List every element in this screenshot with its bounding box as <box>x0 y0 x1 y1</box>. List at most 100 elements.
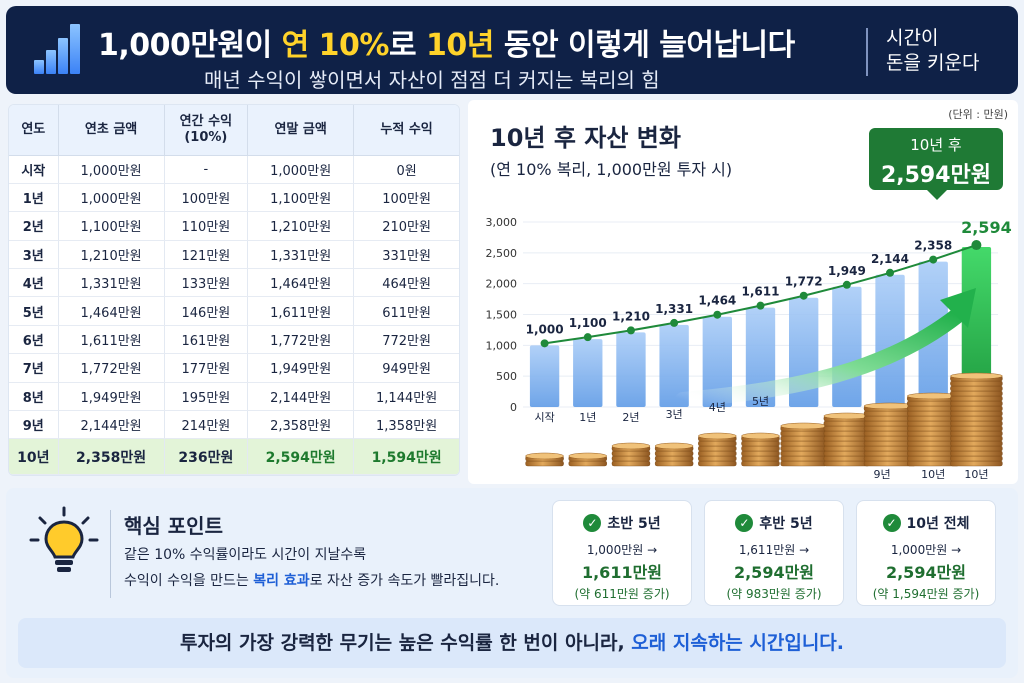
page-subtitle: 매년 수익이 쌓이면서 자산이 점점 더 커지는 복리의 힘 <box>204 68 660 92</box>
data-label: 1,210 <box>612 309 650 323</box>
title-highlight-years: 10년 <box>426 28 494 63</box>
table-cell: 2년 <box>9 211 59 241</box>
page-title: 1,000만원이 연 10%로 10년 동안 이렇게 늘어납니다 <box>98 20 795 64</box>
table-header-row: 연도 연초 금액 연간 수익 (10%) 연말 금액 누적 수익 <box>9 105 459 156</box>
chart-unit: (단위 : 만원) <box>948 108 1008 121</box>
key-points-line2: 수익이 수익을 만드는 복리 효과로 자산 증가 속도가 빨라집니다. <box>124 570 499 590</box>
table-row: 7년 1,772만원 177만원 1,949만원 949만원 <box>9 353 459 383</box>
chart-bar <box>702 316 732 407</box>
table-cell: 110만원 <box>164 211 249 241</box>
line2-part: 로 자산 증가 속도가 빨라집니다. <box>309 573 500 589</box>
check-circle-icon: ✓ <box>882 514 901 532</box>
table-header-cell: 연초 금액 <box>58 105 165 156</box>
table-cell: 3년 <box>9 240 59 270</box>
table-header-cell: 연말 금액 <box>247 105 355 156</box>
trend-point <box>756 301 765 310</box>
x-tick-label: 1년 <box>579 411 596 424</box>
key-points-title: 핵심 포인트 <box>124 514 223 538</box>
table-cell: 133만원 <box>164 268 249 298</box>
table-cell: 1,772만원 <box>58 353 165 383</box>
coin-stack <box>823 412 871 467</box>
coin-stack <box>525 452 564 467</box>
title-part: 동안 이렇게 늘어납니다 <box>493 28 795 63</box>
table-cell: 1,611만원 <box>58 325 165 355</box>
table-cell: 2,594만원 <box>247 438 355 475</box>
summary-card-to: 2,594만원 <box>885 563 967 582</box>
coin-stack <box>863 402 917 467</box>
table-row: 1년 1,000만원 100만원 1,100만원 100만원 <box>9 183 459 213</box>
table-cell: 1,100만원 <box>58 211 165 241</box>
check-circle-icon: ✓ <box>583 514 602 532</box>
table-header-cell: 누적 수익 <box>353 105 459 156</box>
table-row: 8년 1,949만원 195만원 2,144만원 1,144만원 <box>9 382 459 412</box>
table-cell: 1,358만원 <box>353 410 459 440</box>
table-cell: 10년 <box>9 438 59 475</box>
y-tick-label: 0 <box>510 401 517 414</box>
chart-bar <box>573 339 603 407</box>
slogan-line1: 시간이 <box>886 27 939 49</box>
table-cell: 100만원 <box>164 183 249 213</box>
table-cell: 시작 <box>9 155 59 184</box>
table-cell: 195만원 <box>164 382 249 412</box>
table-cell: 464만원 <box>353 268 459 298</box>
slogan-line2: 돈을 키운다 <box>886 52 980 75</box>
table-cell: 1,210만원 <box>247 211 355 241</box>
trend-point <box>713 310 722 319</box>
key-points-line1: 같은 10% 수익률이라도 시간이 지날수록 <box>124 547 367 563</box>
coin-stack <box>950 372 1003 467</box>
table-row: 9년 2,144만원 214만원 2,358만원 1,358만원 <box>9 410 459 440</box>
callout-label: 10년 후 <box>910 136 962 154</box>
growth-table: 연도 연초 금액 연간 수익 (10%) 연말 금액 누적 수익 시작 1,000만원 -1… <box>9 105 459 475</box>
summary-card-last-5-years: ✓ 후반 5년 1,611만원 → 2,594만원 (약 983만원 증가) <box>704 500 844 606</box>
table-cell: 2,144만원 <box>247 382 355 412</box>
banner-highlight: 오래 지속하는 시간입니다. <box>631 632 845 654</box>
trend-point <box>886 268 895 277</box>
table-cell: 331만원 <box>353 240 459 270</box>
x-tick-label: 3년 <box>666 408 683 421</box>
summary-card-note: (약 983만원 증가) <box>726 587 822 601</box>
table-cell: 1,331만원 <box>58 268 165 298</box>
title-part: 로 <box>389 28 427 63</box>
table-cell: 4년 <box>9 268 59 298</box>
table-cell: 2,358만원 <box>58 438 165 475</box>
table-cell: 2,358만원 <box>247 410 355 440</box>
chart-bar <box>832 286 862 407</box>
table-cell: 214만원 <box>164 410 249 440</box>
summary-card-10-years: ✓ 10년 전체 1,000만원 → 2,594만원 (약 1,594만원 증가) <box>856 500 996 606</box>
table-cell: 6년 <box>9 325 59 355</box>
table-row: 2년 1,100만원 110만원 1,210만원 210만원 <box>9 211 459 241</box>
table-row: 6년 1,611만원 161만원 1,772만원 772만원 <box>9 325 459 355</box>
summary-card-from: 1,611만원 → <box>738 543 810 557</box>
table-cell: 949만원 <box>353 353 459 383</box>
coin-stack <box>698 432 737 467</box>
summary-card-from: 1,000만원 → <box>586 543 658 557</box>
x-tick-label: 2년 <box>622 411 639 424</box>
table-final-row: 10년 2,358만원 236만원 2,594만원 1,594만원 <box>9 438 459 475</box>
trend-point <box>799 291 808 300</box>
data-label: 1,100 <box>569 316 607 330</box>
y-tick-label: 2,000 <box>486 278 518 291</box>
growth-arrow <box>675 307 966 408</box>
table-cell: 1,100만원 <box>247 183 355 213</box>
trend-point <box>842 280 851 289</box>
y-tick-label: 1,500 <box>486 309 518 322</box>
table-cell: 100만원 <box>353 183 459 213</box>
y-tick-label: 3,000 <box>486 216 518 229</box>
summary-card-from: 1,000만원 → <box>890 543 962 557</box>
bar-chart-icon <box>32 22 82 74</box>
summary-card-note: (약 611만원 증가) <box>574 587 670 601</box>
y-tick-label: 500 <box>496 370 517 383</box>
summary-card-to: 2,594만원 <box>733 563 815 582</box>
table-cell: 1,464만원 <box>58 296 165 326</box>
table-row: 시작 1,000만원 -1,000만원 0원 <box>9 155 459 184</box>
closing-message-banner: 투자의 가장 강력한 무기는 높은 수익률 한 번이 아니라, 오래 지속하는 … <box>18 618 1006 668</box>
table-row: 4년 1,331만원 133만원 1,464만원 464만원 <box>9 268 459 298</box>
table-cell: 1,331만원 <box>247 240 355 270</box>
data-label: 2,594 <box>961 218 1012 237</box>
check-circle-icon: ✓ <box>735 514 754 532</box>
header-slogan: 시간이 돈을 키운다 <box>886 26 979 76</box>
summary-card-note: (약 1,594만원 증가) <box>872 587 980 601</box>
table-row: 5년 1,464만원 146만원 1,611만원 611만원 <box>9 296 459 326</box>
table-cell: 1,000만원 <box>58 155 165 184</box>
growth-table-card: 연도 연초 금액 연간 수익 (10%) 연말 금액 누적 수익 시작 1,000만원 -1… <box>8 104 460 476</box>
